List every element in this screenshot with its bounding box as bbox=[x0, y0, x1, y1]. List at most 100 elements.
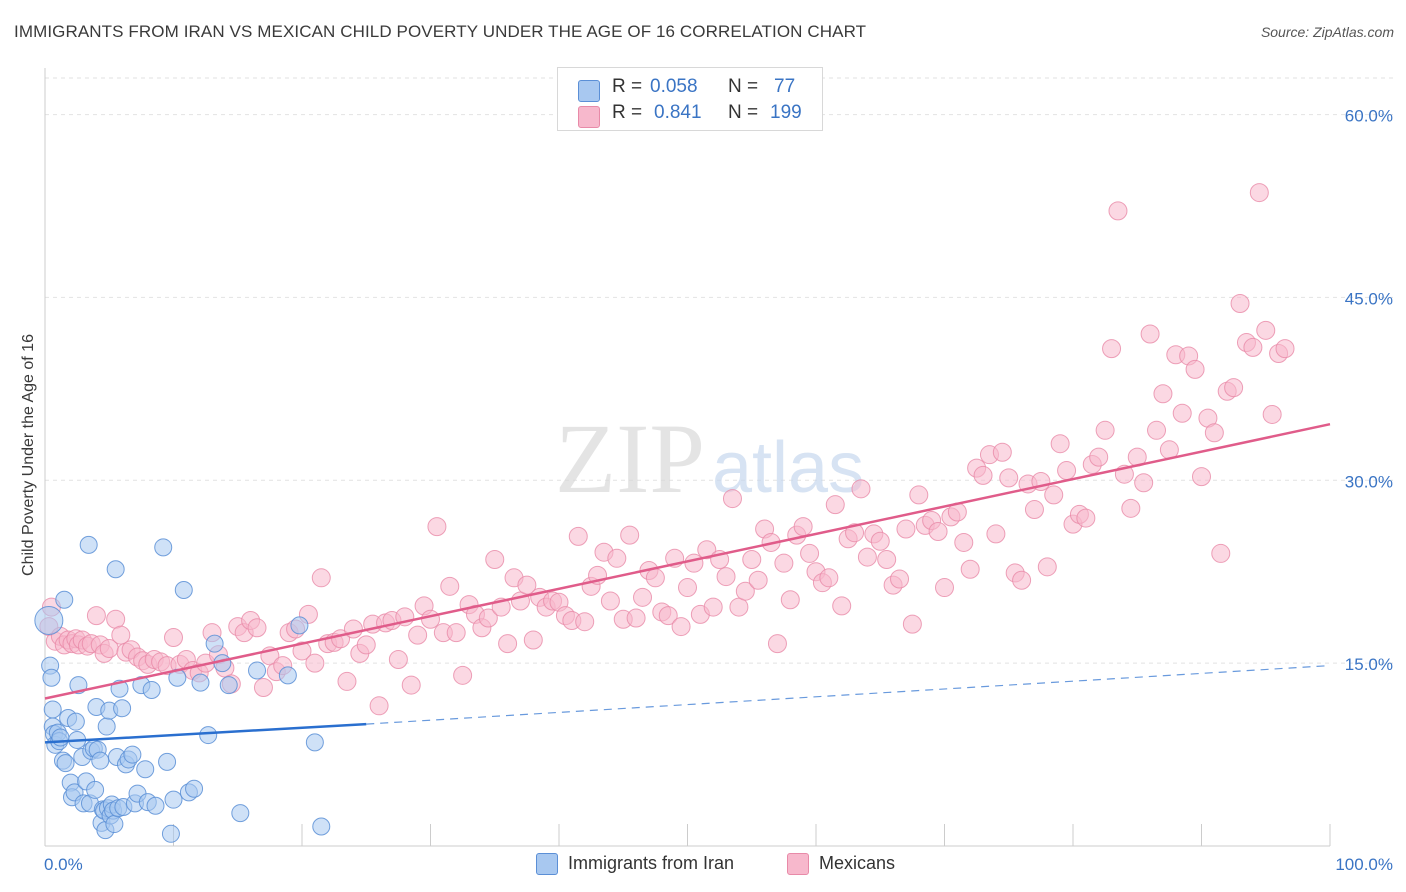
data-point-mexicans bbox=[1153, 384, 1173, 404]
data-point-iran bbox=[86, 780, 105, 799]
y-tick-label: 45.0% bbox=[1345, 289, 1393, 308]
trend-line-iran-extension bbox=[366, 664, 1331, 725]
watermark: ZIP atlas bbox=[555, 403, 864, 514]
data-point-iran bbox=[34, 605, 64, 635]
trend-line-mexicans bbox=[44, 422, 1331, 700]
data-point-mexicans bbox=[1024, 500, 1044, 520]
data-point-mexicans bbox=[902, 614, 922, 634]
data-point-iran bbox=[66, 712, 85, 731]
data-point-iran bbox=[79, 535, 98, 554]
legend-label-iran: Immigrants from Iran bbox=[568, 853, 735, 873]
data-point-iran bbox=[43, 700, 62, 719]
data-point-mexicans bbox=[1095, 420, 1115, 440]
data-point-mexicans bbox=[671, 617, 691, 637]
n-label: N = bbox=[728, 102, 759, 123]
data-point-mexicans bbox=[697, 540, 717, 560]
data-point-mexicans bbox=[517, 575, 537, 595]
iran-swatch bbox=[578, 80, 600, 102]
data-point-mexicans bbox=[780, 590, 800, 610]
mexicans-legend-swatch bbox=[787, 853, 809, 875]
r-value-iran: 0.058 bbox=[650, 76, 698, 97]
data-point-mexicans bbox=[748, 570, 768, 590]
y-tick-label: 60.0% bbox=[1345, 107, 1393, 126]
data-point-mexicans bbox=[305, 653, 325, 673]
data-point-mexicans bbox=[626, 608, 646, 628]
data-point-mexicans bbox=[111, 625, 131, 645]
data-point-mexicans bbox=[1076, 508, 1096, 528]
data-point-mexicans bbox=[935, 578, 954, 598]
data-point-mexicans bbox=[774, 553, 794, 573]
stats-legend: R = 0.058 N = 77 R = 0.841 N = 199 bbox=[557, 67, 823, 131]
data-point-mexicans bbox=[620, 525, 640, 545]
data-point-mexicans bbox=[845, 523, 865, 543]
data-point-mexicans bbox=[870, 531, 890, 551]
y-axis-label: Child Poverty Under the Age of 16 bbox=[20, 334, 37, 576]
data-point-mexicans bbox=[600, 591, 620, 611]
data-point-iran bbox=[123, 745, 142, 764]
r-label: R = bbox=[612, 76, 643, 97]
y-tick-label: 30.0% bbox=[1345, 472, 1393, 491]
iran-legend-swatch bbox=[536, 853, 558, 875]
data-point-mexicans bbox=[575, 612, 595, 632]
data-point-mexicans bbox=[253, 678, 273, 698]
data-point-mexicans bbox=[857, 547, 877, 567]
data-point-mexicans bbox=[800, 543, 820, 563]
watermark-zip: ZIP bbox=[555, 403, 705, 514]
data-point-mexicans bbox=[311, 568, 331, 588]
data-point-mexicans bbox=[793, 517, 813, 537]
data-point-mexicans bbox=[1134, 473, 1154, 493]
data-point-mexicans bbox=[851, 479, 871, 499]
data-point-iran bbox=[91, 751, 110, 770]
tick-labels: 15.0% 30.0% 45.0% 60.0% 0.0% 100.0% bbox=[44, 107, 1393, 874]
data-point-mexicans bbox=[896, 519, 916, 539]
data-point-iran bbox=[113, 699, 132, 718]
data-point-iran bbox=[191, 673, 210, 692]
data-point-iran bbox=[164, 790, 183, 809]
data-point-mexicans bbox=[1224, 378, 1244, 398]
data-point-iran bbox=[231, 804, 250, 823]
data-point-mexicans bbox=[1140, 324, 1160, 344]
trend-lines bbox=[44, 422, 1331, 744]
data-point-mexicans bbox=[1256, 320, 1276, 340]
data-point-iran bbox=[146, 796, 165, 815]
data-point-mexicans bbox=[1185, 359, 1205, 379]
data-point-mexicans bbox=[1275, 339, 1295, 359]
legend-label-mexicans: Mexicans bbox=[819, 853, 896, 873]
data-point-mexicans bbox=[369, 696, 389, 716]
data-point-iran bbox=[51, 728, 70, 747]
data-point-mexicans bbox=[1102, 339, 1122, 359]
data-point-mexicans bbox=[658, 606, 678, 626]
data-point-mexicans bbox=[735, 581, 755, 601]
data-point-mexicans bbox=[106, 609, 126, 629]
data-point-mexicans bbox=[1230, 294, 1250, 314]
data-point-mexicans bbox=[986, 524, 1006, 544]
data-point-mexicans bbox=[742, 550, 762, 570]
data-point-mexicans bbox=[343, 619, 363, 639]
data-point-mexicans bbox=[729, 597, 749, 617]
data-point-iran bbox=[154, 538, 173, 557]
y-tick-label: 15.0% bbox=[1345, 655, 1393, 674]
data-point-mexicans bbox=[1243, 337, 1263, 357]
data-point-mexicans bbox=[890, 569, 910, 589]
data-point-mexicans bbox=[633, 587, 653, 607]
data-point-mexicans bbox=[954, 532, 974, 552]
data-point-mexicans bbox=[767, 634, 787, 654]
source-credit: Source: ZipAtlas.com bbox=[1260, 24, 1394, 40]
data-point-mexicans bbox=[684, 553, 704, 573]
data-point-iran bbox=[278, 666, 297, 685]
data-point-mexicans bbox=[716, 567, 736, 587]
data-point-iran bbox=[136, 760, 155, 779]
series-iran bbox=[34, 535, 331, 843]
data-point-mexicans bbox=[1057, 461, 1077, 481]
chart-title: IMMIGRANTS FROM IRAN VS MEXICAN CHILD PO… bbox=[14, 22, 867, 41]
data-point-mexicans bbox=[645, 568, 665, 588]
data-point-mexicans bbox=[164, 628, 183, 648]
trend-line-iran bbox=[44, 722, 367, 744]
data-point-mexicans bbox=[247, 618, 267, 638]
data-point-mexicans bbox=[1050, 434, 1070, 454]
data-point-mexicans bbox=[1044, 485, 1064, 505]
data-point-mexicans bbox=[1147, 420, 1167, 440]
data-point-mexicans bbox=[909, 485, 929, 505]
data-point-iran bbox=[174, 581, 193, 599]
